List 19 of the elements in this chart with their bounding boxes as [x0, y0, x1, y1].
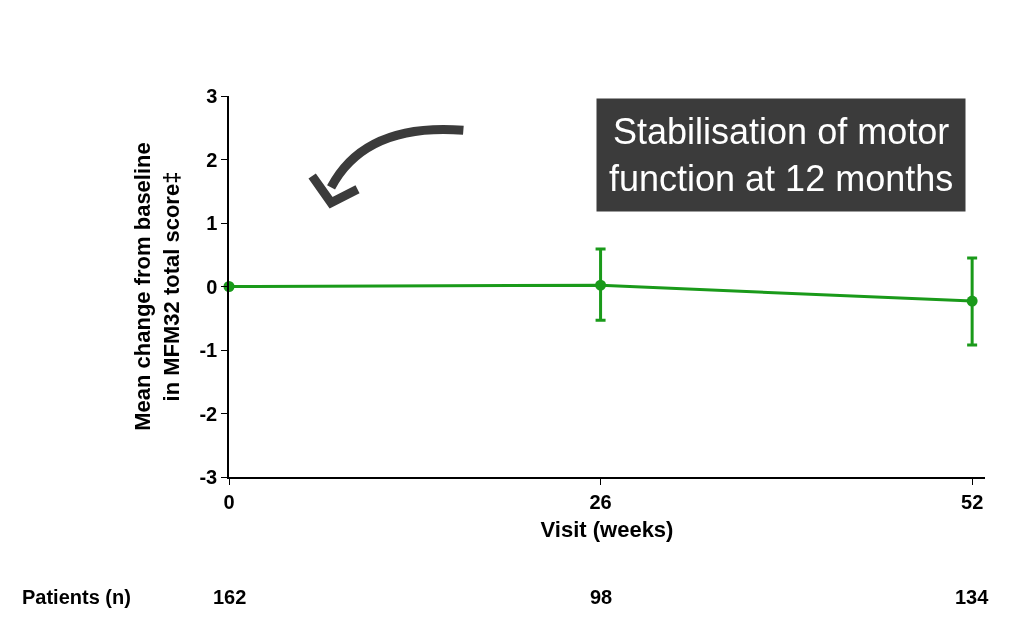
point — [595, 279, 607, 291]
y-tick-label: -3 — [199, 466, 218, 488]
y-tick-label: -2 — [199, 402, 218, 425]
y-tick-label: 1 — [206, 212, 218, 234]
text: 162 — [213, 586, 247, 608]
point — [966, 295, 978, 307]
text: 134 — [955, 586, 990, 608]
x-tick-label: 26 — [589, 490, 612, 513]
y-tick-label: -1 — [199, 339, 218, 361]
x-axis-title: Visit (weeks) — [540, 517, 674, 543]
y-tick-label: 3 — [206, 85, 218, 107]
annotation: Stabilisation of motor function at 12 months — [609, 111, 954, 199]
text: 98 — [590, 586, 613, 608]
y-axis-title: Mean change from baseline in MFM32 total score‡ — [130, 142, 184, 431]
x-tick-label: 0 — [223, 490, 235, 513]
text: Patients (n) — [22, 586, 131, 608]
y-tick-label: 0 — [206, 275, 218, 298]
y-tick-label: 2 — [206, 148, 218, 171]
x-tick-label: 52 — [961, 490, 984, 513]
